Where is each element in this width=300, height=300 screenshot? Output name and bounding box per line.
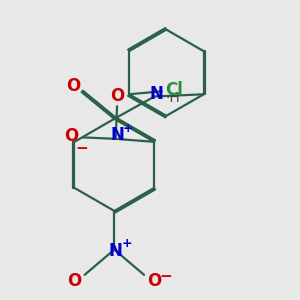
Text: −: − xyxy=(159,269,172,284)
Text: N: N xyxy=(110,126,124,144)
Text: +: + xyxy=(122,237,132,250)
Text: O: O xyxy=(147,272,162,290)
Text: +: + xyxy=(123,122,134,135)
Text: ·H: ·H xyxy=(166,91,180,105)
Text: O: O xyxy=(67,272,81,290)
Text: N: N xyxy=(150,85,164,103)
Text: −: − xyxy=(75,141,88,156)
Text: Cl: Cl xyxy=(165,81,182,99)
Text: O: O xyxy=(64,127,79,145)
Text: O: O xyxy=(110,87,124,105)
Text: N: N xyxy=(109,242,123,260)
Text: O: O xyxy=(66,76,80,94)
